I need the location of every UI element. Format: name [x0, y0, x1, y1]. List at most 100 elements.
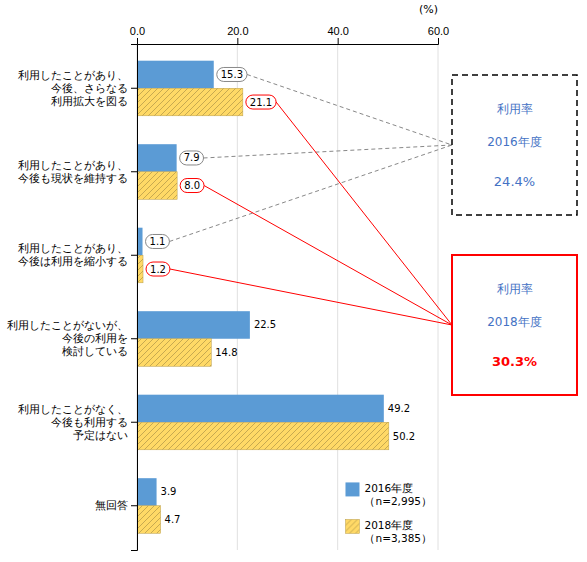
x-tick-mark — [438, 38, 439, 44]
annotation-text: 利用率 — [497, 102, 533, 116]
data-label-group: 14.8 — [215, 347, 237, 358]
data-label-outline — [146, 234, 170, 248]
annotation-box — [452, 255, 577, 395]
data-label-group: 8.0 — [180, 179, 204, 193]
bars — [137, 61, 389, 534]
annotation-connector — [204, 186, 452, 325]
legend-label: 2016年度（n=2,995） — [364, 482, 432, 507]
data-label-group: 1.2 — [146, 262, 170, 276]
bar — [137, 506, 161, 534]
data-label-group: 21.1 — [246, 95, 276, 109]
grid — [137, 44, 438, 550]
x-tick: 0.0 — [130, 25, 145, 44]
bar — [137, 144, 177, 172]
legend-label: 2018年度（n=3,385） — [364, 519, 432, 544]
data-label-outline — [146, 262, 170, 276]
y-tick-label: 利用したことがなく、今後も利用する予定はない — [18, 403, 128, 441]
annotations: 利用率 2016年度 24.4% 利用率 2018年度 30.3% — [169, 74, 577, 395]
annotation-connector — [170, 269, 452, 325]
grid-line — [438, 44, 439, 550]
data-label: 50.2 — [393, 431, 415, 442]
legend-swatch — [345, 482, 359, 496]
annotation-connector — [204, 145, 452, 158]
annotation-connector — [247, 74, 452, 145]
y-tick: 利用したことがあり、今後も現状を維持する — [18, 159, 137, 185]
y-tick-mark — [131, 255, 137, 256]
data-label-outline — [180, 179, 204, 193]
bar — [137, 422, 389, 450]
data-label: 15.3 — [221, 69, 243, 80]
y-tick-mark — [131, 88, 137, 89]
data-label: 1.2 — [150, 264, 166, 275]
x-tick-label: 40.0 — [327, 25, 348, 37]
y-tick-label: 無回答 — [95, 499, 128, 511]
data-label-outline — [180, 151, 204, 165]
bar — [137, 172, 177, 200]
data-label-group: 22.5 — [254, 319, 276, 330]
y-tick: 利用したことがないが、今後の利用を検討している — [7, 319, 137, 357]
y-tick-mark — [131, 338, 137, 339]
data-label-outline — [246, 95, 276, 109]
data-label-group: 7.9 — [180, 151, 204, 165]
data-label: 8.0 — [184, 180, 200, 191]
y-tick-label: 利用したことがあり、今後は利用を縮小する — [18, 242, 128, 268]
x-tick-label: 20.0 — [227, 25, 248, 37]
data-label: 1.1 — [150, 236, 166, 247]
annotation-text: 2018年度 — [487, 315, 542, 329]
data-label-group: 50.2 — [393, 431, 415, 442]
bar — [137, 61, 214, 89]
y-tick-mark — [131, 505, 137, 506]
data-label: 22.5 — [254, 319, 276, 330]
data-label-group: 15.3 — [217, 67, 247, 81]
x-tick: 20.0 — [227, 25, 248, 44]
y-tick: 利用したことがなく、今後も利用する予定はない — [18, 403, 137, 441]
legend-item: 2016年度（n=2,995） — [345, 482, 432, 507]
annotation-connector — [276, 102, 452, 325]
annotation-text: 30.3% — [492, 354, 537, 369]
y-tick-label: 利用したことがないが、今後の利用を検討している — [7, 319, 128, 357]
x-tick-mark — [237, 38, 238, 44]
bar — [137, 478, 157, 506]
data-labels: 15.3 7.9 1.1 22.5 49.2 3.9 21.1 8.0 1.2 14.8 50.2 4… — [146, 67, 416, 525]
annotation-connector — [169, 145, 452, 241]
bar — [137, 311, 250, 339]
legend: 2016年度（n=2,995） 2018年度（n=3,385） — [345, 482, 432, 544]
data-label: 7.9 — [184, 152, 200, 163]
x-tick-label: 60.0 — [428, 25, 449, 37]
annotation-text: 利用率 — [497, 282, 533, 296]
y-tick: 利用したことがあり、今後、さらなる利用拡大を図る — [18, 69, 137, 107]
y-axis: 利用したことがあり、今後、さらなる利用拡大を図る利用したことがあり、今後も現状を… — [7, 45, 138, 551]
x-axis: 0.0 20.0 40.0 60.0 — [130, 25, 449, 45]
legend-item: 2018年度（n=3,385） — [345, 519, 432, 544]
x-tick-label: 0.0 — [130, 25, 145, 37]
legend-swatch — [345, 519, 359, 533]
chart: 0.020.040.060.0利用したことがあり、今後、さらなる利用拡大を図る利… — [0, 0, 587, 562]
x-tick: 40.0 — [327, 25, 348, 44]
y-tick-mark — [131, 422, 137, 423]
y-tick: 無回答 — [95, 499, 137, 511]
annotation-text: 24.4% — [494, 174, 535, 189]
grid-line — [337, 44, 338, 550]
data-label-outline — [217, 67, 247, 81]
y-tick-label: 利用したことがあり、今後も現状を維持する — [18, 159, 128, 185]
data-label-group: 4.7 — [165, 514, 181, 525]
data-label: 49.2 — [388, 403, 410, 414]
bar — [137, 395, 384, 423]
y-tick-mark — [131, 171, 137, 172]
x-axis-line — [138, 38, 439, 45]
annotation-box — [452, 75, 577, 215]
y-tick: 利用したことがあり、今後は利用を縮小する — [18, 242, 137, 268]
data-label: 3.9 — [161, 486, 177, 497]
bar — [137, 88, 243, 116]
y-tick-label: 利用したことがあり、今後、さらなる利用拡大を図る — [18, 69, 128, 107]
data-label-group: 3.9 — [161, 486, 177, 497]
grid-line — [237, 44, 238, 550]
data-label: 14.8 — [215, 347, 237, 358]
data-label: 21.1 — [250, 97, 272, 108]
x-tick: 60.0 — [428, 25, 449, 44]
data-label-group: 49.2 — [388, 403, 410, 414]
annotation-text: 2016年度 — [487, 135, 542, 149]
x-axis-label: (%) — [419, 3, 438, 16]
y-axis-line — [131, 45, 138, 551]
x-tick-mark — [137, 38, 138, 44]
